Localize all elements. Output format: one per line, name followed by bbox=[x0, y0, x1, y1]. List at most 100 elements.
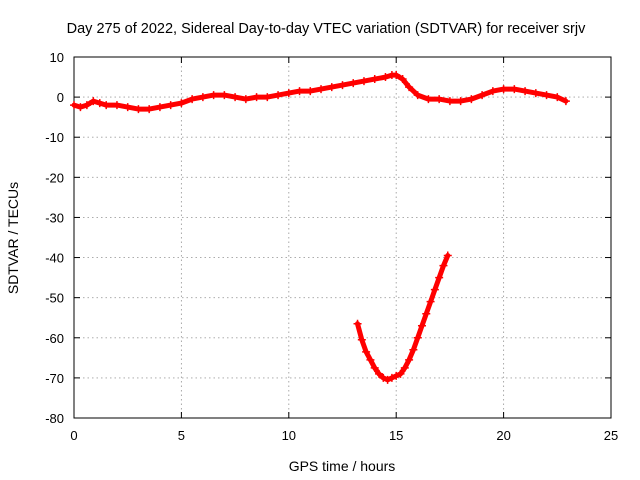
data-point bbox=[338, 81, 347, 90]
y-tick-label: -60 bbox=[45, 331, 64, 346]
data-point bbox=[445, 97, 454, 106]
series-sdtvar-main bbox=[70, 71, 570, 114]
data-point bbox=[400, 363, 409, 372]
data-point bbox=[188, 95, 197, 104]
data-point bbox=[488, 87, 497, 96]
data-point bbox=[370, 363, 379, 372]
y-tick-label: -20 bbox=[45, 170, 64, 185]
data-point bbox=[295, 87, 304, 96]
data-point bbox=[274, 91, 283, 100]
data-point bbox=[392, 371, 401, 380]
data-point bbox=[396, 369, 405, 378]
x-tick-label: 5 bbox=[178, 428, 185, 443]
y-tick-label: -70 bbox=[45, 371, 64, 386]
x-tick-label: 25 bbox=[604, 428, 618, 443]
data-point bbox=[209, 91, 218, 100]
data-point bbox=[70, 101, 78, 110]
data-point bbox=[443, 251, 452, 260]
data-point bbox=[112, 101, 121, 110]
data-point bbox=[327, 83, 336, 92]
y-tick-label: -50 bbox=[45, 291, 64, 306]
data-point bbox=[422, 309, 431, 318]
data-point bbox=[467, 95, 476, 104]
plot-frame bbox=[73, 56, 612, 419]
data-point bbox=[435, 95, 444, 104]
x-axis-label: GPS time / hours bbox=[289, 458, 396, 474]
data-point bbox=[561, 97, 570, 106]
data-point bbox=[359, 77, 368, 86]
data-point bbox=[435, 273, 444, 282]
data-point bbox=[531, 89, 540, 98]
data-point bbox=[430, 285, 439, 294]
data-point bbox=[379, 373, 388, 382]
data-point bbox=[375, 369, 384, 378]
data-point bbox=[398, 75, 407, 84]
y-axis-label: SDTVAR / TECUs bbox=[5, 182, 21, 294]
data-point bbox=[76, 103, 85, 112]
data-point bbox=[499, 85, 508, 94]
data-point bbox=[553, 93, 562, 102]
data-point bbox=[89, 97, 98, 106]
data-point bbox=[392, 71, 401, 80]
data-point bbox=[387, 373, 396, 382]
data-point bbox=[263, 93, 272, 102]
data-point bbox=[426, 297, 435, 306]
data-point bbox=[220, 91, 229, 100]
data-point bbox=[366, 355, 375, 364]
data-point bbox=[417, 321, 426, 330]
y-tick-label: 10 bbox=[50, 50, 64, 65]
data-point bbox=[521, 87, 530, 96]
data-point bbox=[155, 103, 164, 112]
data-point bbox=[409, 345, 418, 354]
data-point bbox=[370, 75, 379, 84]
data-point bbox=[102, 101, 111, 110]
data-point bbox=[542, 91, 551, 100]
data-point bbox=[439, 261, 448, 270]
x-tick-label: 0 bbox=[70, 428, 77, 443]
data-point bbox=[357, 335, 366, 344]
data-point bbox=[349, 79, 358, 88]
data-point bbox=[362, 347, 371, 356]
y-tick-label: -30 bbox=[45, 210, 64, 225]
axis-ticks bbox=[73, 56, 612, 419]
data-point bbox=[353, 319, 362, 328]
data-point bbox=[383, 375, 392, 384]
y-tick-label: -10 bbox=[45, 130, 64, 145]
data-point bbox=[95, 99, 104, 108]
data-point bbox=[413, 333, 422, 342]
data-point bbox=[231, 93, 240, 102]
data-point bbox=[177, 99, 186, 108]
data-point bbox=[166, 101, 175, 110]
y-tick-labels: 10 0 -10 -20 -30 -40 -50 -60 -70 -80 bbox=[45, 50, 64, 426]
y-tick-label: -80 bbox=[45, 411, 64, 426]
series-sdtvar-dip bbox=[353, 251, 452, 384]
grid-lines bbox=[74, 57, 611, 418]
x-tick-label: 15 bbox=[389, 428, 403, 443]
data-point bbox=[284, 89, 293, 98]
x-tick-labels: 0 5 10 15 20 25 bbox=[70, 428, 618, 443]
x-tick-label: 10 bbox=[282, 428, 296, 443]
data-point bbox=[145, 105, 154, 114]
series-line bbox=[355, 253, 451, 383]
data-point bbox=[413, 91, 422, 100]
chart-title: Day 275 of 2022, Sidereal Day-to-day VTE… bbox=[67, 21, 586, 37]
data-point bbox=[456, 97, 465, 106]
data-point bbox=[198, 93, 207, 102]
data-point bbox=[381, 73, 390, 82]
data-point bbox=[510, 85, 519, 94]
data-point bbox=[241, 95, 250, 104]
data-series bbox=[70, 71, 570, 384]
data-point bbox=[405, 355, 414, 364]
y-tick-label: -40 bbox=[45, 251, 64, 266]
y-tick-label: 0 bbox=[57, 90, 64, 105]
data-point bbox=[306, 87, 315, 96]
data-point bbox=[252, 93, 261, 102]
x-tick-label: 20 bbox=[496, 428, 510, 443]
data-point bbox=[478, 91, 487, 100]
data-point bbox=[134, 105, 143, 114]
data-point bbox=[82, 101, 91, 110]
data-point bbox=[317, 85, 326, 94]
data-point bbox=[424, 95, 433, 104]
data-point bbox=[123, 103, 132, 112]
